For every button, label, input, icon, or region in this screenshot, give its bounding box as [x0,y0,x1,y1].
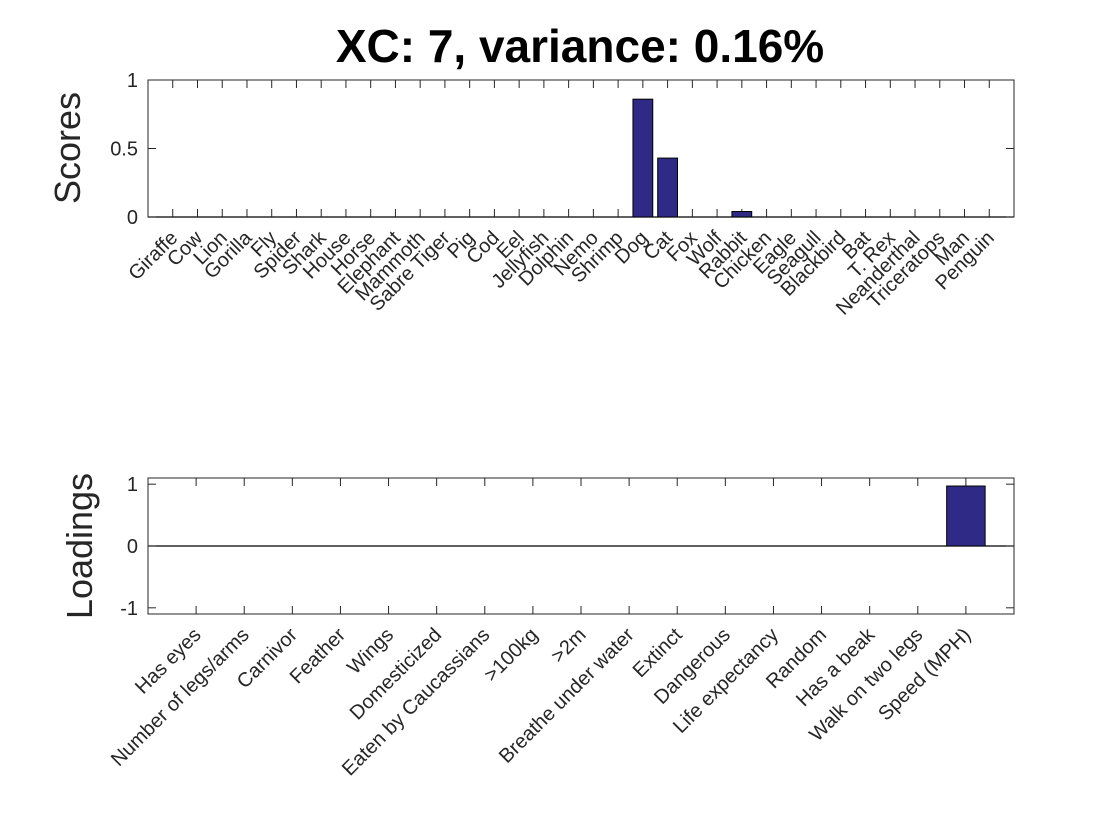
chart-title: XC: 7, variance: 0.16% [336,20,824,72]
y-tick-label: 0 [127,207,138,229]
scores-panel: 00.51ScoresGiraffeCowLionGorillaFlySpide… [47,70,1015,320]
x-tick-label: >100kg [480,624,542,686]
y-tick-label: 1 [127,474,138,496]
y-axis-label: Scores [47,92,88,204]
x-tick-label: >2m [547,624,590,667]
y-axis-label: Loadings [59,473,100,619]
y-tick-label: -1 [120,598,138,620]
y-tick-label: 1 [127,70,138,92]
bar-rabbit [731,211,753,218]
bar-dog [632,98,654,218]
bar-speed-mph- [946,485,986,547]
y-tick-label: 0 [127,536,138,558]
plot-frame [147,79,1015,218]
bar-cat [657,157,678,218]
y-tick-label: 0.5 [110,139,138,161]
